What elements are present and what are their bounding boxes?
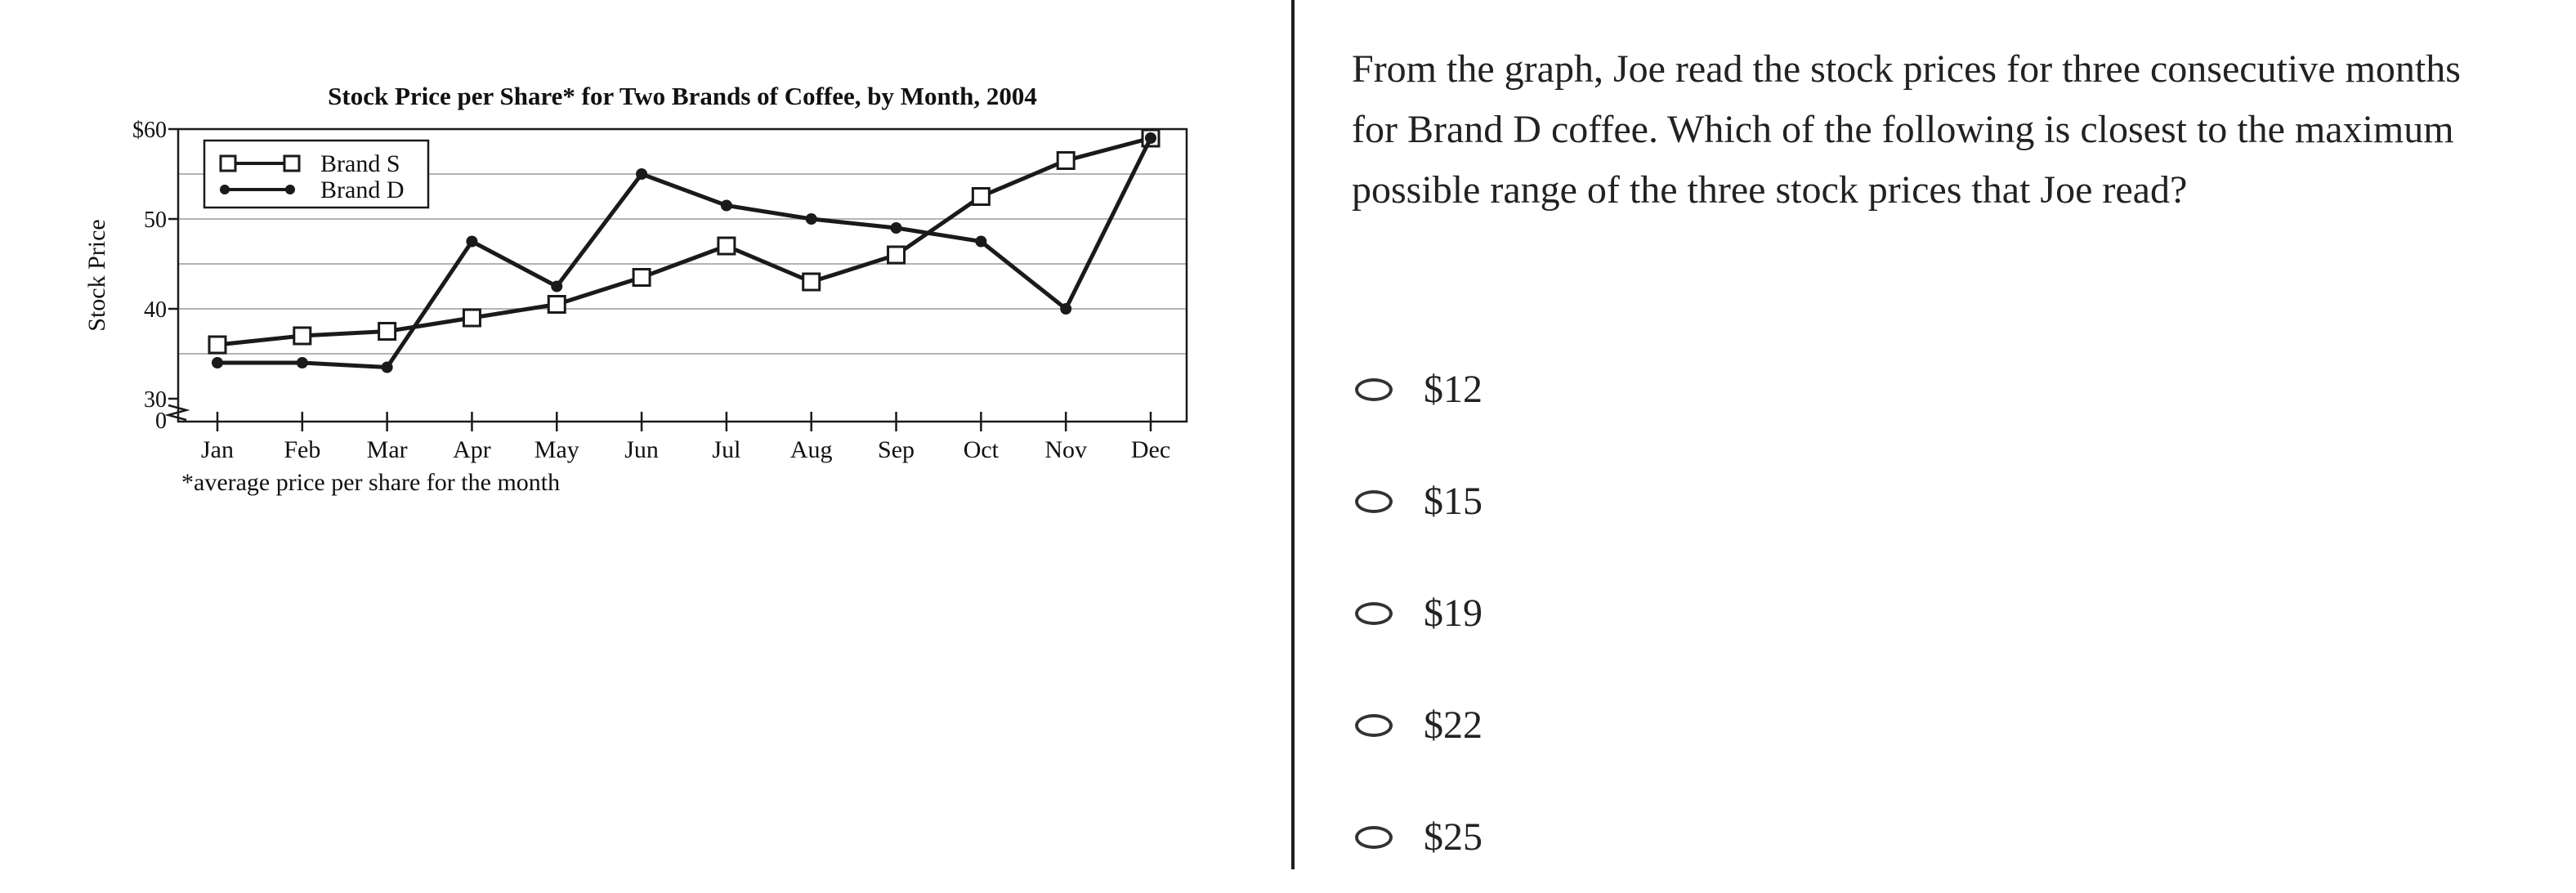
brand-s-point xyxy=(802,272,821,292)
choice-label: $15 xyxy=(1424,480,1483,523)
x-tick-label: Aug xyxy=(790,436,833,463)
brand-s-point xyxy=(208,335,227,355)
brand-d-point xyxy=(466,235,478,248)
radio-button-icon[interactable] xyxy=(1355,825,1393,849)
brand-d-point xyxy=(890,222,902,234)
x-tick-label: May xyxy=(534,436,579,463)
brand-d-point xyxy=(805,213,817,225)
answer-choice-d[interactable]: $22 xyxy=(1355,669,1483,781)
legend-square-icon xyxy=(219,154,237,172)
chart-pane: Stock Price per Share* for Two Brands of… xyxy=(0,0,1291,869)
pane-divider[interactable] xyxy=(1291,0,1295,869)
brand-s-point xyxy=(717,236,736,256)
series-line-brand-d xyxy=(217,136,1153,370)
legend-square-icon xyxy=(283,154,301,172)
brand-s-point xyxy=(632,268,651,287)
brand-d-point xyxy=(551,280,563,292)
radio-button-icon[interactable] xyxy=(1355,377,1393,401)
brand-d-point xyxy=(296,357,308,368)
legend-dot-icon xyxy=(220,185,230,194)
answer-choices: $12 $15 $19 $22 $25 xyxy=(1355,333,1483,893)
x-tick-label: Dec xyxy=(1131,436,1170,463)
legend-label: Brand S xyxy=(320,150,400,177)
y-tick-label: 0 xyxy=(155,409,167,434)
brand-s-point xyxy=(378,322,397,341)
brand-s-point xyxy=(462,308,481,328)
axis-break-mark xyxy=(164,404,190,422)
answer-choice-a[interactable]: $12 xyxy=(1355,333,1483,445)
stock-price-chart: Stock Price per Share* for Two Brands of… xyxy=(83,82,1188,496)
y-tick-label: $60 xyxy=(132,118,167,143)
x-tick-label: Nov xyxy=(1044,436,1087,463)
radio-button-icon[interactable] xyxy=(1355,713,1393,737)
x-tick-label: Oct xyxy=(964,436,1000,463)
chart-title: Stock Price per Share* for Two Brands of… xyxy=(328,82,1037,110)
x-tick-label: Feb xyxy=(284,436,320,463)
x-tick-label: Sep xyxy=(878,436,915,463)
brand-d-point xyxy=(381,361,393,373)
answer-choice-b[interactable]: $15 xyxy=(1355,445,1483,557)
series-line-brand-s xyxy=(217,136,1152,347)
y-axis-label: Stock Price xyxy=(83,219,110,331)
brand-d-point xyxy=(636,168,648,180)
x-tick-label: Jul xyxy=(712,436,740,463)
choice-label: $19 xyxy=(1424,592,1483,635)
brand-d-point xyxy=(1145,132,1156,144)
y-tick-label: 50 xyxy=(144,208,167,233)
legend-box xyxy=(203,139,430,209)
radio-button-icon[interactable] xyxy=(1355,601,1393,625)
radio-button-icon[interactable] xyxy=(1355,489,1393,513)
question-pane: From the graph, Joe read the stock price… xyxy=(1295,0,2576,869)
question-text: From the graph, Joe read the stock price… xyxy=(1352,47,2461,212)
chart-footnote: *average price per share for the month xyxy=(181,469,560,496)
x-tick-label: Apr xyxy=(453,436,491,463)
brand-d-point xyxy=(1060,303,1072,315)
brand-s-point xyxy=(547,295,566,314)
plot-frame xyxy=(177,127,1188,423)
brand-s-point xyxy=(887,245,906,265)
brand-d-point xyxy=(720,199,732,212)
legend-dot-icon xyxy=(285,185,295,194)
brand-s-point xyxy=(971,187,991,206)
y-tick-label: 40 xyxy=(144,297,167,323)
brand-d-point xyxy=(975,235,987,248)
answer-choice-e[interactable]: $25 xyxy=(1355,781,1483,893)
x-tick-label: Mar xyxy=(367,436,408,463)
x-tick-label: Jun xyxy=(624,436,659,463)
brand-s-point xyxy=(293,326,312,346)
y-tick-label: 30 xyxy=(144,387,167,413)
brand-d-point xyxy=(212,357,223,368)
choice-label: $25 xyxy=(1424,815,1483,859)
brand-s-point xyxy=(1056,151,1076,170)
choice-label: $22 xyxy=(1424,703,1483,747)
choice-label: $12 xyxy=(1424,368,1483,411)
x-tick-label: Jan xyxy=(201,436,234,463)
answer-choice-c[interactable]: $19 xyxy=(1355,557,1483,669)
legend-label: Brand D xyxy=(320,176,404,203)
